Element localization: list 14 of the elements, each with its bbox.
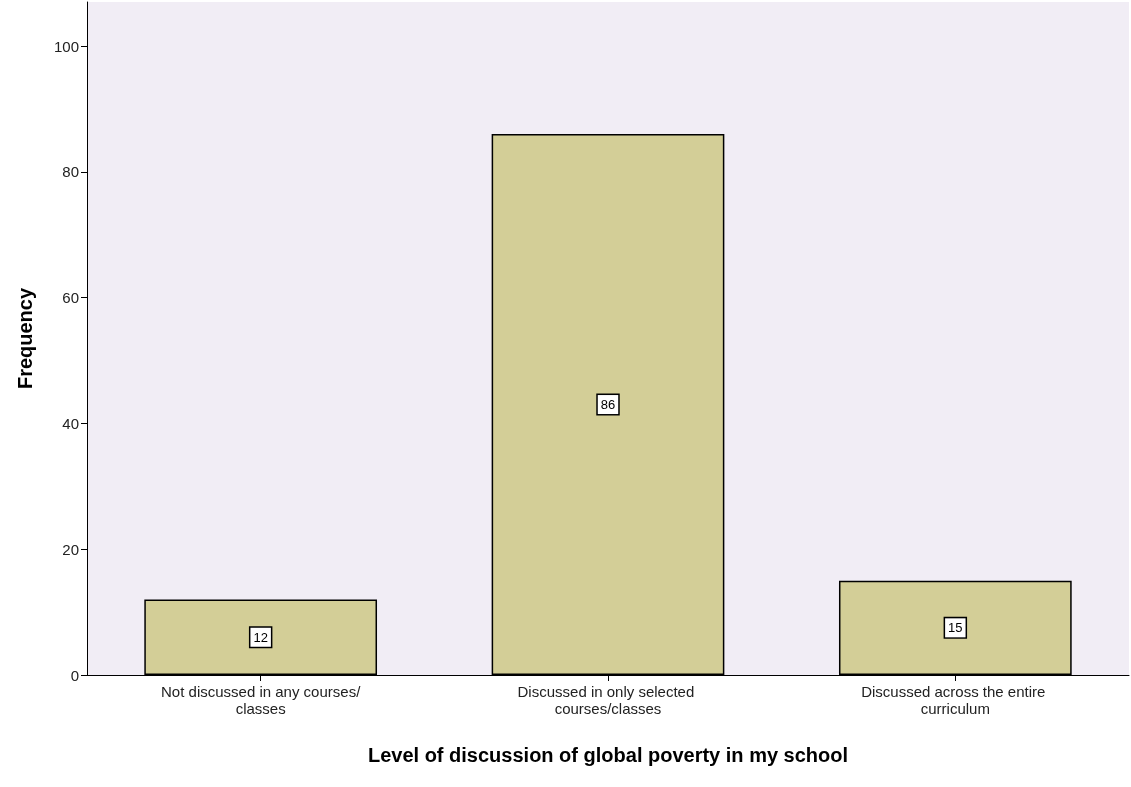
y-tick-label: 100 — [53, 37, 79, 55]
y-tick-label: 0 — [70, 666, 79, 684]
x-tick-label: Discussed across the entire curriculum — [861, 683, 1050, 717]
data-label: 86 — [600, 397, 616, 413]
y-tick-label: 40 — [62, 414, 79, 432]
x-axis-title: Level of discussion of global poverty in my school — [367, 744, 849, 766]
y-tick-label: 80 — [62, 163, 79, 181]
x-tick-label: Not discussed in any courses/classes — [161, 683, 362, 717]
y-tick-label: 20 — [62, 540, 79, 558]
data-label: 12 — [253, 629, 268, 645]
y-tick-label: 60 — [62, 289, 79, 307]
x-tick-label: Discussed in only selected courses/classes — [517, 683, 699, 717]
data-label: 15 — [948, 620, 963, 636]
y-axis-title: Frequency — [14, 287, 36, 390]
